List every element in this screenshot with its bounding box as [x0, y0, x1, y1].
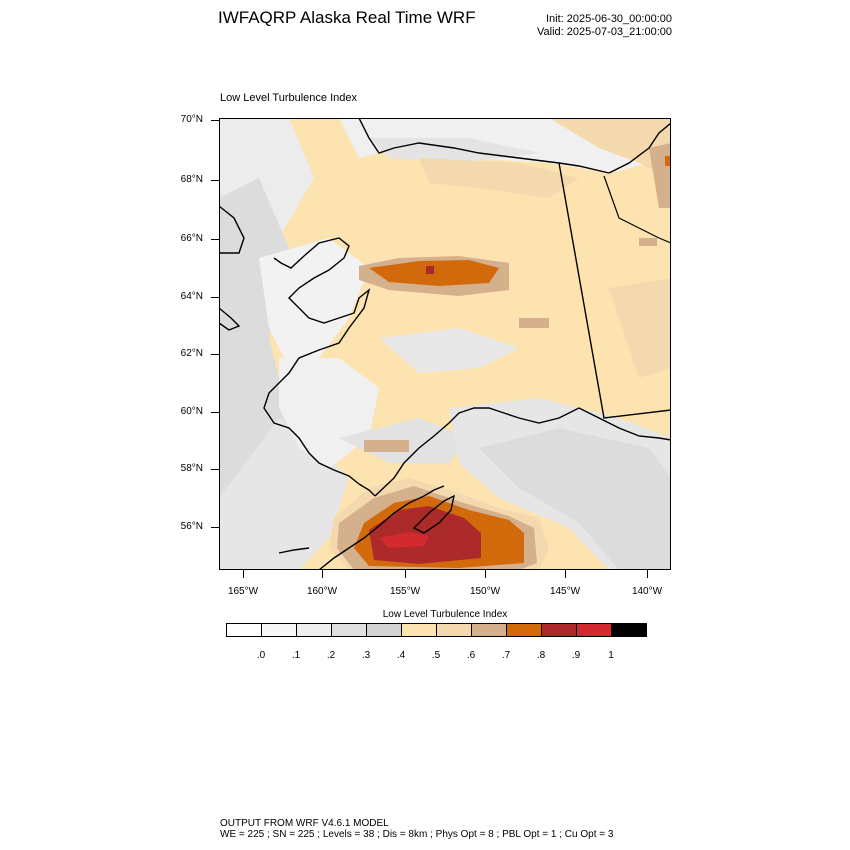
field-gulf-dark: [479, 428, 671, 570]
model-footer: OUTPUT FROM WRF V4.6.1 MODEL WE = 225 ; …: [220, 818, 613, 840]
lon-tick: [405, 570, 406, 578]
field-sw-bright: [379, 532, 429, 548]
field-patch-2: [639, 238, 657, 246]
lon-label: 145°W: [549, 586, 581, 597]
lat-tick: [211, 527, 219, 528]
colorbar-label: .1: [291, 650, 301, 661]
colorbar-label: .6: [466, 650, 476, 661]
plot-frame: [219, 118, 671, 570]
lat-tick: [211, 297, 219, 298]
colorbar-label: .9: [571, 650, 581, 661]
field-interior-grey: [379, 328, 519, 373]
colorbar: [226, 623, 647, 637]
colorbar-label: .0: [256, 650, 266, 661]
field-sw-red: [369, 506, 481, 564]
init-time: Init: 2025-06-30_00:00:00: [546, 13, 672, 25]
valid-time: Valid: 2025-07-03_21:00:00: [537, 26, 672, 38]
colorbar-box: [226, 623, 262, 637]
lat-tick: [211, 354, 219, 355]
lat-tick: [211, 239, 219, 240]
turbulence-map: [219, 118, 671, 570]
time-stamps: Init: 2025-06-30_00:00:00 Valid: 2025-07…: [500, 13, 672, 39]
lat-label: 66°N: [180, 233, 203, 244]
colorbar-box: [611, 623, 647, 637]
coastlines: [219, 118, 671, 570]
colorbar-box: [296, 623, 332, 637]
lat-tick: [211, 180, 219, 181]
lat-label: 62°N: [180, 348, 203, 359]
lat-label: 60°N: [180, 406, 203, 417]
field-band-red: [426, 266, 434, 274]
lon-label: 165°W: [227, 586, 259, 597]
yukon-border: [603, 175, 671, 244]
figure-title: IWFAQRP Alaska Real Time WRF: [218, 8, 476, 27]
lat-label: 58°N: [180, 463, 203, 474]
colorbar-label: .2: [326, 650, 336, 661]
field-patch-1: [519, 318, 549, 328]
lon-tick: [647, 570, 648, 578]
colorbar-box: [576, 623, 612, 637]
lon-label: 150°W: [469, 586, 501, 597]
lat-tick: [211, 469, 219, 470]
field-ne-tan: [549, 118, 671, 178]
lat-label: 70°N: [180, 114, 203, 125]
colorbar-box: [506, 623, 542, 637]
field-ne-orange: [665, 156, 671, 166]
colorbar-label: .3: [361, 650, 371, 661]
colorbar-label: 1: [608, 650, 614, 661]
lon-tick: [322, 570, 323, 578]
colorbar-label: .8: [536, 650, 546, 661]
colorbar-box: [331, 623, 367, 637]
colorbar-box: [471, 623, 507, 637]
colorbar-label: .7: [501, 650, 511, 661]
colorbar-box: [541, 623, 577, 637]
lon-label: 155°W: [389, 586, 421, 597]
colorbar-box: [366, 623, 402, 637]
colorbar-title: Low Level Turbulence Index: [382, 609, 508, 620]
lon-tick: [565, 570, 566, 578]
plot-title: Low Level Turbulence Index: [220, 92, 357, 104]
lat-tick: [211, 412, 219, 413]
field-patch-3: [364, 440, 409, 452]
field-yukon: [609, 278, 671, 378]
footer-line-2: WE = 225 ; SN = 225 ; Levels = 38 ; Dis …: [220, 829, 614, 840]
footer-line-1: OUTPUT FROM WRF V4.6.1 MODEL: [220, 818, 389, 829]
border-line: [558, 162, 671, 419]
field-north-tan: [419, 158, 579, 198]
colorbar-label: .4: [396, 650, 406, 661]
lon-label: 140°W: [631, 586, 663, 597]
colorbar-box: [436, 623, 472, 637]
colorbar-label: .5: [431, 650, 441, 661]
colorbar-box: [401, 623, 437, 637]
lon-tick: [485, 570, 486, 578]
lon-tick: [243, 570, 244, 578]
lon-label: 160°W: [306, 586, 338, 597]
lat-label: 64°N: [180, 291, 203, 302]
lat-tick: [211, 120, 219, 121]
lat-label: 56°N: [180, 521, 203, 532]
colorbar-box: [261, 623, 297, 637]
field-norton: [259, 238, 369, 368]
lat-label: 68°N: [180, 174, 203, 185]
